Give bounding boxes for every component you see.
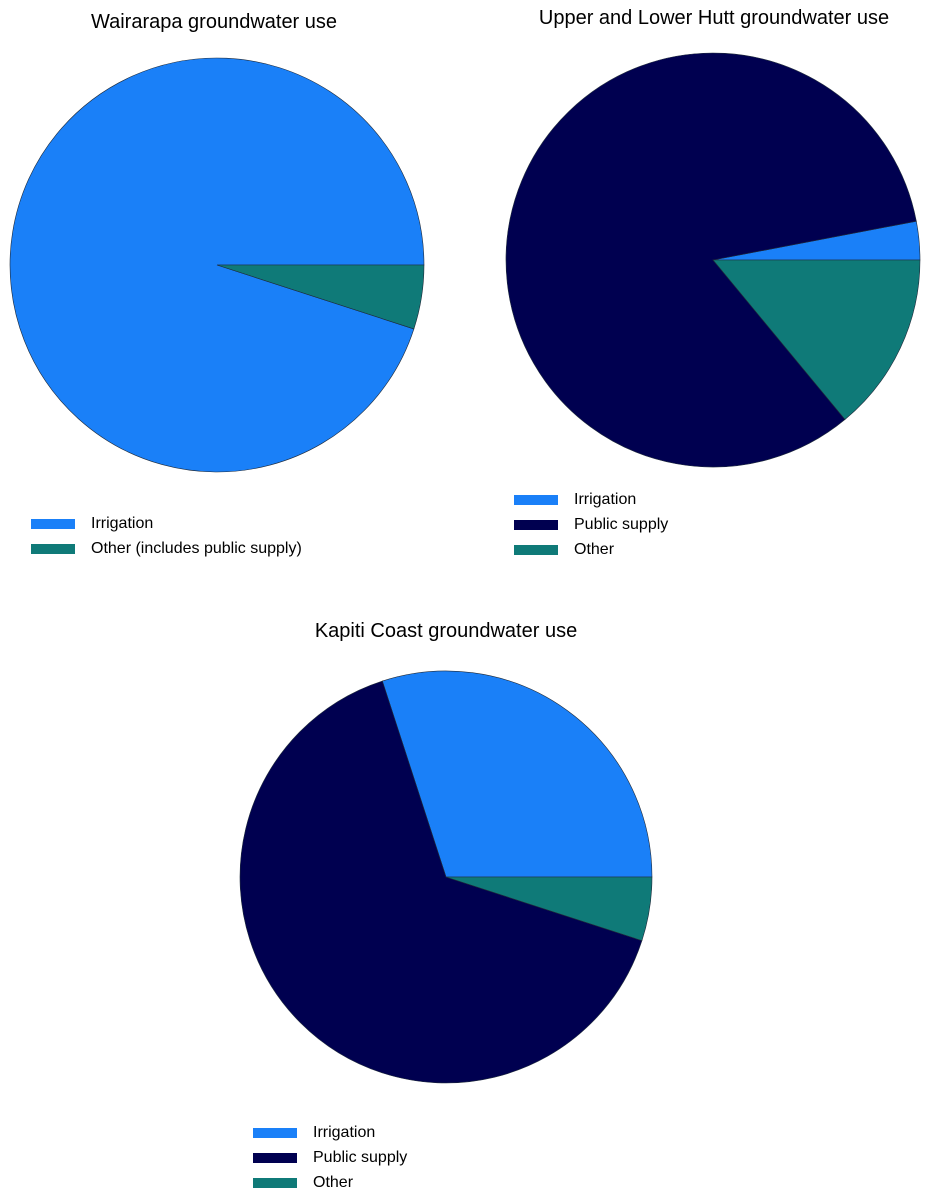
legend-label: Public supply [313, 1149, 408, 1166]
legend-item-irrigation: Irrigation [253, 1120, 407, 1145]
legend-swatch [514, 519, 558, 530]
pie-slice-other [445, 876, 653, 942]
pie-slice-other-includes-public-supply [216, 264, 425, 330]
legend-swatch [31, 543, 75, 554]
legend-swatch [253, 1177, 297, 1188]
legend-label: Irrigation [91, 515, 154, 532]
legend-label: Other [574, 541, 615, 558]
pie-slice-other [712, 259, 921, 420]
pie-slice-public-supply [505, 52, 917, 468]
legend-item-irrigation: Irrigation [31, 511, 302, 536]
hutt-chart: Upper and Lower Hutt groundwater use Irr… [464, 0, 928, 580]
legend-item-other: Other [514, 537, 668, 562]
legend-item-other: Other [253, 1170, 407, 1195]
legend: Irrigation Public supply Other [253, 1120, 407, 1195]
legend-item-irrigation: Irrigation [514, 487, 668, 512]
legend-label: Other (includes public supply) [91, 540, 302, 557]
legend-swatch [253, 1152, 297, 1163]
pie-chart [505, 52, 921, 468]
chart-title: Kapiti Coast groundwater use [314, 620, 578, 642]
legend-swatch [514, 544, 558, 555]
legend-item-other: Other (includes public supply) [31, 536, 302, 561]
legend-item-public-supply: Public supply [253, 1145, 407, 1170]
legend-label: Public supply [574, 516, 669, 533]
legend-label: Irrigation [574, 491, 637, 508]
legend-swatch [514, 494, 558, 505]
wairarapa-chart: Wairarapa groundwater use Irrigation Oth… [0, 0, 464, 580]
pie-chart [9, 57, 425, 473]
pie-chart [239, 670, 653, 1084]
legend-label: Irrigation [313, 1124, 376, 1141]
kapiti-chart: Kapiti Coast groundwater use Irrigation … [0, 600, 928, 1191]
chart-title: Wairarapa groundwater use [90, 11, 338, 33]
legend-swatch [31, 518, 75, 529]
legend: Irrigation Other (includes public supply… [31, 511, 302, 561]
legend-swatch [253, 1127, 297, 1138]
pie-slice-public-supply [239, 680, 643, 1084]
chart-title: Upper and Lower Hutt groundwater use [538, 7, 890, 29]
pie-slice-irrigation [381, 670, 653, 878]
legend-label: Other [313, 1174, 354, 1191]
legend: Irrigation Public supply Other [514, 487, 668, 562]
legend-item-public-supply: Public supply [514, 512, 668, 537]
